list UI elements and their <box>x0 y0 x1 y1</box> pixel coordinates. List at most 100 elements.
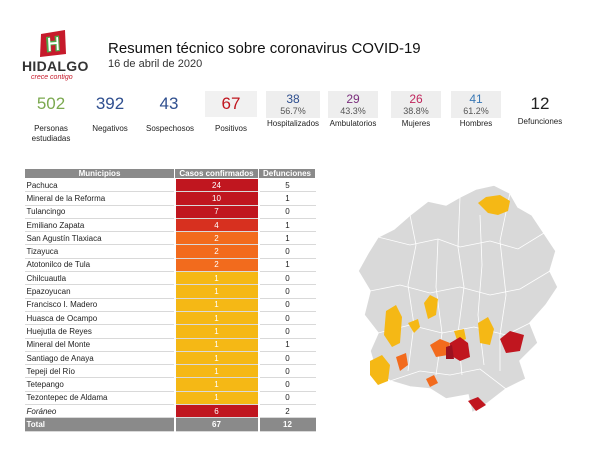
total-row: Total 67 12 <box>24 417 316 432</box>
region-yellow <box>370 355 390 385</box>
cases-cell: 6 <box>173 404 260 419</box>
deaths-cell: 0 <box>258 377 316 392</box>
table-row: Huejutla de Reyes 1 0 <box>24 324 316 339</box>
deaths-cell: 1 <box>258 258 316 273</box>
table-row: Mineral de la Reforma 10 1 <box>24 191 316 206</box>
cases-cell: 1 <box>173 338 260 352</box>
stat-percent: 56.7% <box>266 106 320 118</box>
cases-cell: 1 <box>173 298 260 312</box>
table-row: Mineral del Monte 1 1 <box>24 338 316 352</box>
deaths-cell: 0 <box>258 298 316 312</box>
municipio-name: Tetepango <box>24 377 175 392</box>
municipio-name: Chilcuautla <box>24 271 175 286</box>
table-header-row: Municipios Casos confirmados Defunciones <box>24 168 316 179</box>
table-row: Pachuca 24 5 <box>24 178 316 193</box>
stat-label: Mujeres <box>401 119 431 128</box>
municipality-table: Municipios Casos confirmados Defunciones… <box>24 168 316 432</box>
municipio-name: San Agustín Tlaxiaca <box>24 231 175 246</box>
table-row: Emiliano Zapata 4 1 <box>24 218 316 233</box>
municipio-name: Epazoyucan <box>24 284 175 299</box>
deaths-cell: 1 <box>258 191 316 206</box>
municipio-name: Tepeji del Río <box>24 364 175 379</box>
table-row: Huasca de Ocampo 1 0 <box>24 311 316 326</box>
municipio-name: Huasca de Ocampo <box>24 311 175 326</box>
cases-cell: 1 <box>173 271 260 286</box>
cases-cell: 10 <box>173 191 260 206</box>
stat-label: Hombres <box>459 119 493 128</box>
cases-cell: 2 <box>173 258 260 273</box>
cases-cell: 1 <box>173 377 260 392</box>
region-orange <box>426 375 438 387</box>
stat-label: Negativos <box>92 124 128 133</box>
cases-cell: 1 <box>173 364 260 379</box>
municipio-name: Huejutla de Reyes <box>24 324 175 339</box>
table-row: Francisco I. Madero 1 0 <box>24 298 316 312</box>
hidalgo-h-icon <box>40 30 66 57</box>
municipio-name: Tizayuca <box>24 244 175 259</box>
municipio-name: Tezontepec de Aldama <box>24 391 175 406</box>
stat-label: Defunciones <box>517 117 563 126</box>
table-row: Epazoyucan 1 0 <box>24 284 316 299</box>
stat-hospitalized: 38 56.7% Hospitalizados <box>266 91 320 129</box>
cases-cell: 24 <box>173 178 260 193</box>
table-row: Foráneo 6 2 <box>24 404 316 419</box>
municipio-name: Mineral del Monte <box>24 338 175 352</box>
stat-label: Hospitalizados <box>266 119 320 128</box>
stat-positive: 67 Positivos <box>205 91 257 134</box>
table-row: San Agustín Tlaxiaca 2 1 <box>24 231 316 246</box>
total-deaths: 12 <box>258 417 316 432</box>
table-row: Tepeji del Río 1 0 <box>24 364 316 379</box>
municipio-name: Santiago de Anaya <box>24 351 175 366</box>
table-row: Santiago de Anaya 1 0 <box>24 351 316 366</box>
stat-value: 41 <box>451 91 501 106</box>
deaths-cell: 0 <box>258 364 316 379</box>
region-yellow <box>384 305 402 347</box>
stat-percent: 38.8% <box>391 106 441 118</box>
stat-value: 29 <box>328 91 378 106</box>
cases-cell: 1 <box>173 311 260 326</box>
logo-slogan: crece contigo <box>31 74 73 81</box>
stat-ambulatory: 29 43.3% Ambulatorios <box>328 91 378 129</box>
cases-cell: 2 <box>173 231 260 246</box>
deaths-cell: 0 <box>258 284 316 299</box>
deaths-cell: 1 <box>258 231 316 246</box>
municipio-name: Mineral de la Reforma <box>24 191 175 206</box>
cases-cell: 2 <box>173 244 260 259</box>
header-casos: Casos confirmados <box>174 168 259 179</box>
stat-label: estudiadas <box>31 134 71 143</box>
table-row: Tetepango 1 0 <box>24 377 316 392</box>
region-red <box>468 397 486 411</box>
deaths-cell: 0 <box>258 391 316 406</box>
stat-studied: 502 Personas estudiadas <box>28 91 74 144</box>
municipio-name: Tulancingo <box>24 205 175 219</box>
logo-wordmark: HIDALGO <box>22 58 89 74</box>
stat-percent: 61.2% <box>451 106 501 118</box>
deaths-cell: 5 <box>258 178 316 193</box>
header-municipios: Municipios <box>24 168 175 179</box>
region-orange <box>396 353 408 371</box>
table-row: Tizayuca 2 0 <box>24 244 316 259</box>
municipio-name: Emiliano Zapata <box>24 218 175 233</box>
region-yellow <box>478 317 494 345</box>
state-outline <box>357 184 559 415</box>
deaths-cell: 1 <box>258 218 316 233</box>
region-yellow <box>478 195 510 215</box>
stat-value: 12 <box>530 94 550 113</box>
stat-value: 38 <box>266 91 320 106</box>
header-defunciones: Defunciones <box>258 168 316 179</box>
total-name: Total <box>24 417 175 432</box>
stat-label: Sospechosos <box>146 124 195 133</box>
hidalgo-logo: HIDALGO crece contigo <box>22 30 92 82</box>
deaths-cell: 0 <box>258 244 316 259</box>
stat-deaths: 12 Defunciones <box>515 91 565 127</box>
cases-cell: 4 <box>173 218 260 233</box>
stat-label: Ambulatorios <box>329 119 377 128</box>
stat-value: 502 <box>36 94 66 113</box>
table-row: Tulancingo 7 0 <box>24 205 316 219</box>
cases-cell: 1 <box>173 391 260 406</box>
municipio-name: Foráneo <box>24 404 175 419</box>
municipio-name: Atotonilco de Tula <box>24 258 175 273</box>
cases-cell: 1 <box>173 324 260 339</box>
region-red <box>500 331 524 353</box>
stat-negative: 392 Negativos <box>87 91 133 134</box>
